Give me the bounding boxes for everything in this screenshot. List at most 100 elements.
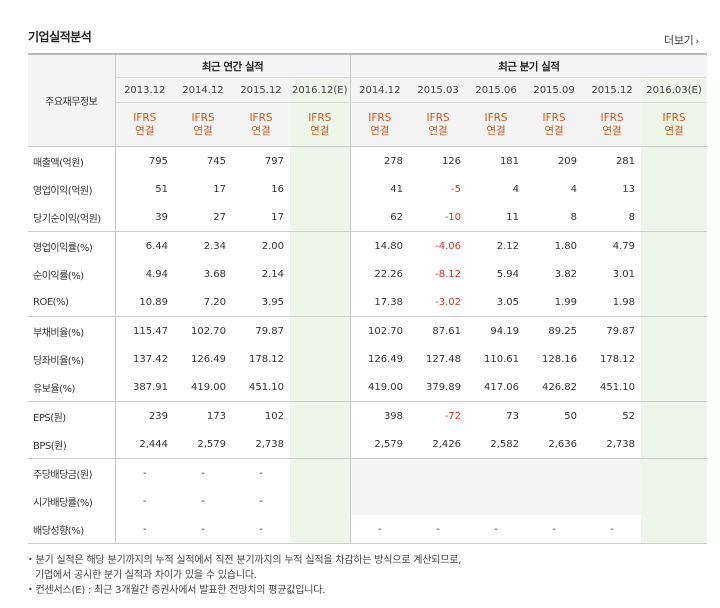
value-cell <box>641 231 708 260</box>
row-label: 당좌비율(%) <box>28 345 116 373</box>
value-cell <box>641 175 708 203</box>
ifrs-badge: IFRS 연결 <box>641 102 708 147</box>
value-cell: 126.49 <box>368 353 404 365</box>
value-cell: 278 <box>383 155 404 167</box>
value-cell: 178.12 <box>600 353 636 365</box>
value-cell <box>467 458 526 487</box>
value-cell: 62 <box>390 211 404 223</box>
value-cell: 4.94 <box>145 268 168 280</box>
value-cell: 137.42 <box>133 353 168 365</box>
section-title: 기업실적분석 <box>28 30 92 44</box>
row-header-label: 주요재무정보 <box>28 53 116 147</box>
value-cell: 39 <box>155 211 168 223</box>
value-cell <box>290 203 351 232</box>
value-cell: 10.89 <box>139 296 168 308</box>
row-label: 시가배당률(%) <box>28 487 116 515</box>
row-label: EPS(원) <box>28 401 116 430</box>
more-link[interactable]: 더보기 › <box>664 32 699 48</box>
ifrs-label: IFRS <box>133 111 157 124</box>
value-cell <box>641 373 708 402</box>
table-row: 시가배당률(%) - - - <box>28 487 708 515</box>
value-cell: 3.95 <box>261 296 284 308</box>
value-cell: 178.12 <box>249 353 284 365</box>
value-cell: 2,636 <box>548 438 578 450</box>
value-cell: -4.06 <box>409 231 468 260</box>
table-row: 당기순이익(억원) 39 27 17 62 -10 11 8 8 <box>28 203 708 232</box>
ifrs-badge: IFRS 연결 <box>174 102 232 147</box>
ifrs-label: IFRS <box>484 111 508 124</box>
ifrs-label: IFRS <box>191 111 215 124</box>
value-cell: 2,582 <box>490 438 520 450</box>
value-cell: 181 <box>499 155 520 167</box>
value-cell <box>409 458 468 487</box>
value-cell: 14.80 <box>350 231 410 260</box>
value-cell: -72 <box>409 401 468 430</box>
consolidated-label: 연결 <box>486 124 506 137</box>
table-row: 주당배당금(원) - - - <box>28 458 708 487</box>
ifrs-badge: IFRS 연결 <box>467 102 526 147</box>
value-cell <box>467 487 526 515</box>
consolidated-label: 연결 <box>370 124 390 137</box>
value-cell: - <box>174 458 232 487</box>
value-cell: - <box>350 515 410 544</box>
value-cell: - <box>115 458 174 487</box>
table-row: 당좌비율(%) 137.42 126.49 178.12 126.49 127.48 110… <box>28 345 708 373</box>
value-cell: 1.98 <box>612 296 636 308</box>
value-cell: 2,444 <box>139 438 168 450</box>
value-cell <box>409 487 468 515</box>
value-cell <box>290 430 351 459</box>
value-cell <box>290 175 351 203</box>
bullet-icon: • <box>28 585 33 594</box>
value-cell <box>583 458 642 487</box>
value-cell: - <box>232 515 290 544</box>
value-cell: 79.87 <box>583 316 642 345</box>
value-cell: 398 <box>350 401 410 430</box>
value-cell <box>290 458 351 487</box>
value-cell: 2,579 <box>374 438 404 450</box>
value-cell: 11 <box>506 211 520 223</box>
more-label: 더보기 <box>664 34 694 47</box>
value-cell: 94.19 <box>467 316 526 345</box>
table-row: EPS(원) 239 173 102 398 -72 73 50 52 <box>28 401 708 430</box>
period-header: 2013.12 <box>115 77 174 103</box>
value-cell: 73 <box>467 401 526 430</box>
value-cell: 115.47 <box>115 316 174 345</box>
period-header: 2015.09 <box>525 77 584 103</box>
value-cell: 17 <box>271 211 284 223</box>
value-cell <box>290 316 351 345</box>
value-cell: 102 <box>232 401 290 430</box>
value-cell <box>290 288 351 317</box>
value-cell: -5 <box>451 183 462 195</box>
value-cell <box>641 316 708 345</box>
period-header: 2015.06 <box>467 77 526 103</box>
value-cell: 419.00 <box>191 381 226 393</box>
value-cell: 102.70 <box>174 316 232 345</box>
value-cell: 745 <box>206 155 226 167</box>
value-cell: 50 <box>525 401 584 430</box>
value-cell: 16 <box>271 183 284 195</box>
value-cell: 387.91 <box>133 381 168 393</box>
value-cell: - <box>142 495 147 507</box>
ifrs-badge: IFRS 연결 <box>525 102 584 147</box>
value-cell: 126.49 <box>191 353 226 365</box>
row-label: 배당성향(%) <box>28 515 116 544</box>
row-label: 영업이익(억원) <box>28 175 116 203</box>
value-cell: 451.10 <box>249 381 284 393</box>
value-cell: -3.02 <box>435 296 462 308</box>
value-cell <box>350 487 410 515</box>
row-label: 당기순이익(억원) <box>28 203 116 232</box>
value-cell: - <box>583 515 642 544</box>
value-cell: 3.68 <box>203 268 226 280</box>
value-cell: - <box>201 495 205 507</box>
period-header: 2015.03 <box>409 77 468 103</box>
value-cell: 27 <box>213 211 226 223</box>
value-cell: 451.10 <box>600 381 636 393</box>
value-cell: 87.61 <box>409 316 468 345</box>
value-cell: -8.12 <box>435 268 462 280</box>
value-cell: - <box>115 515 174 544</box>
ifrs-label: IFRS <box>600 111 624 124</box>
value-cell <box>290 260 351 288</box>
table-row: 배당성향(%) - - - - - - - - <box>28 515 708 544</box>
value-cell: - <box>525 515 584 544</box>
consolidated-label: 연결 <box>602 124 622 137</box>
